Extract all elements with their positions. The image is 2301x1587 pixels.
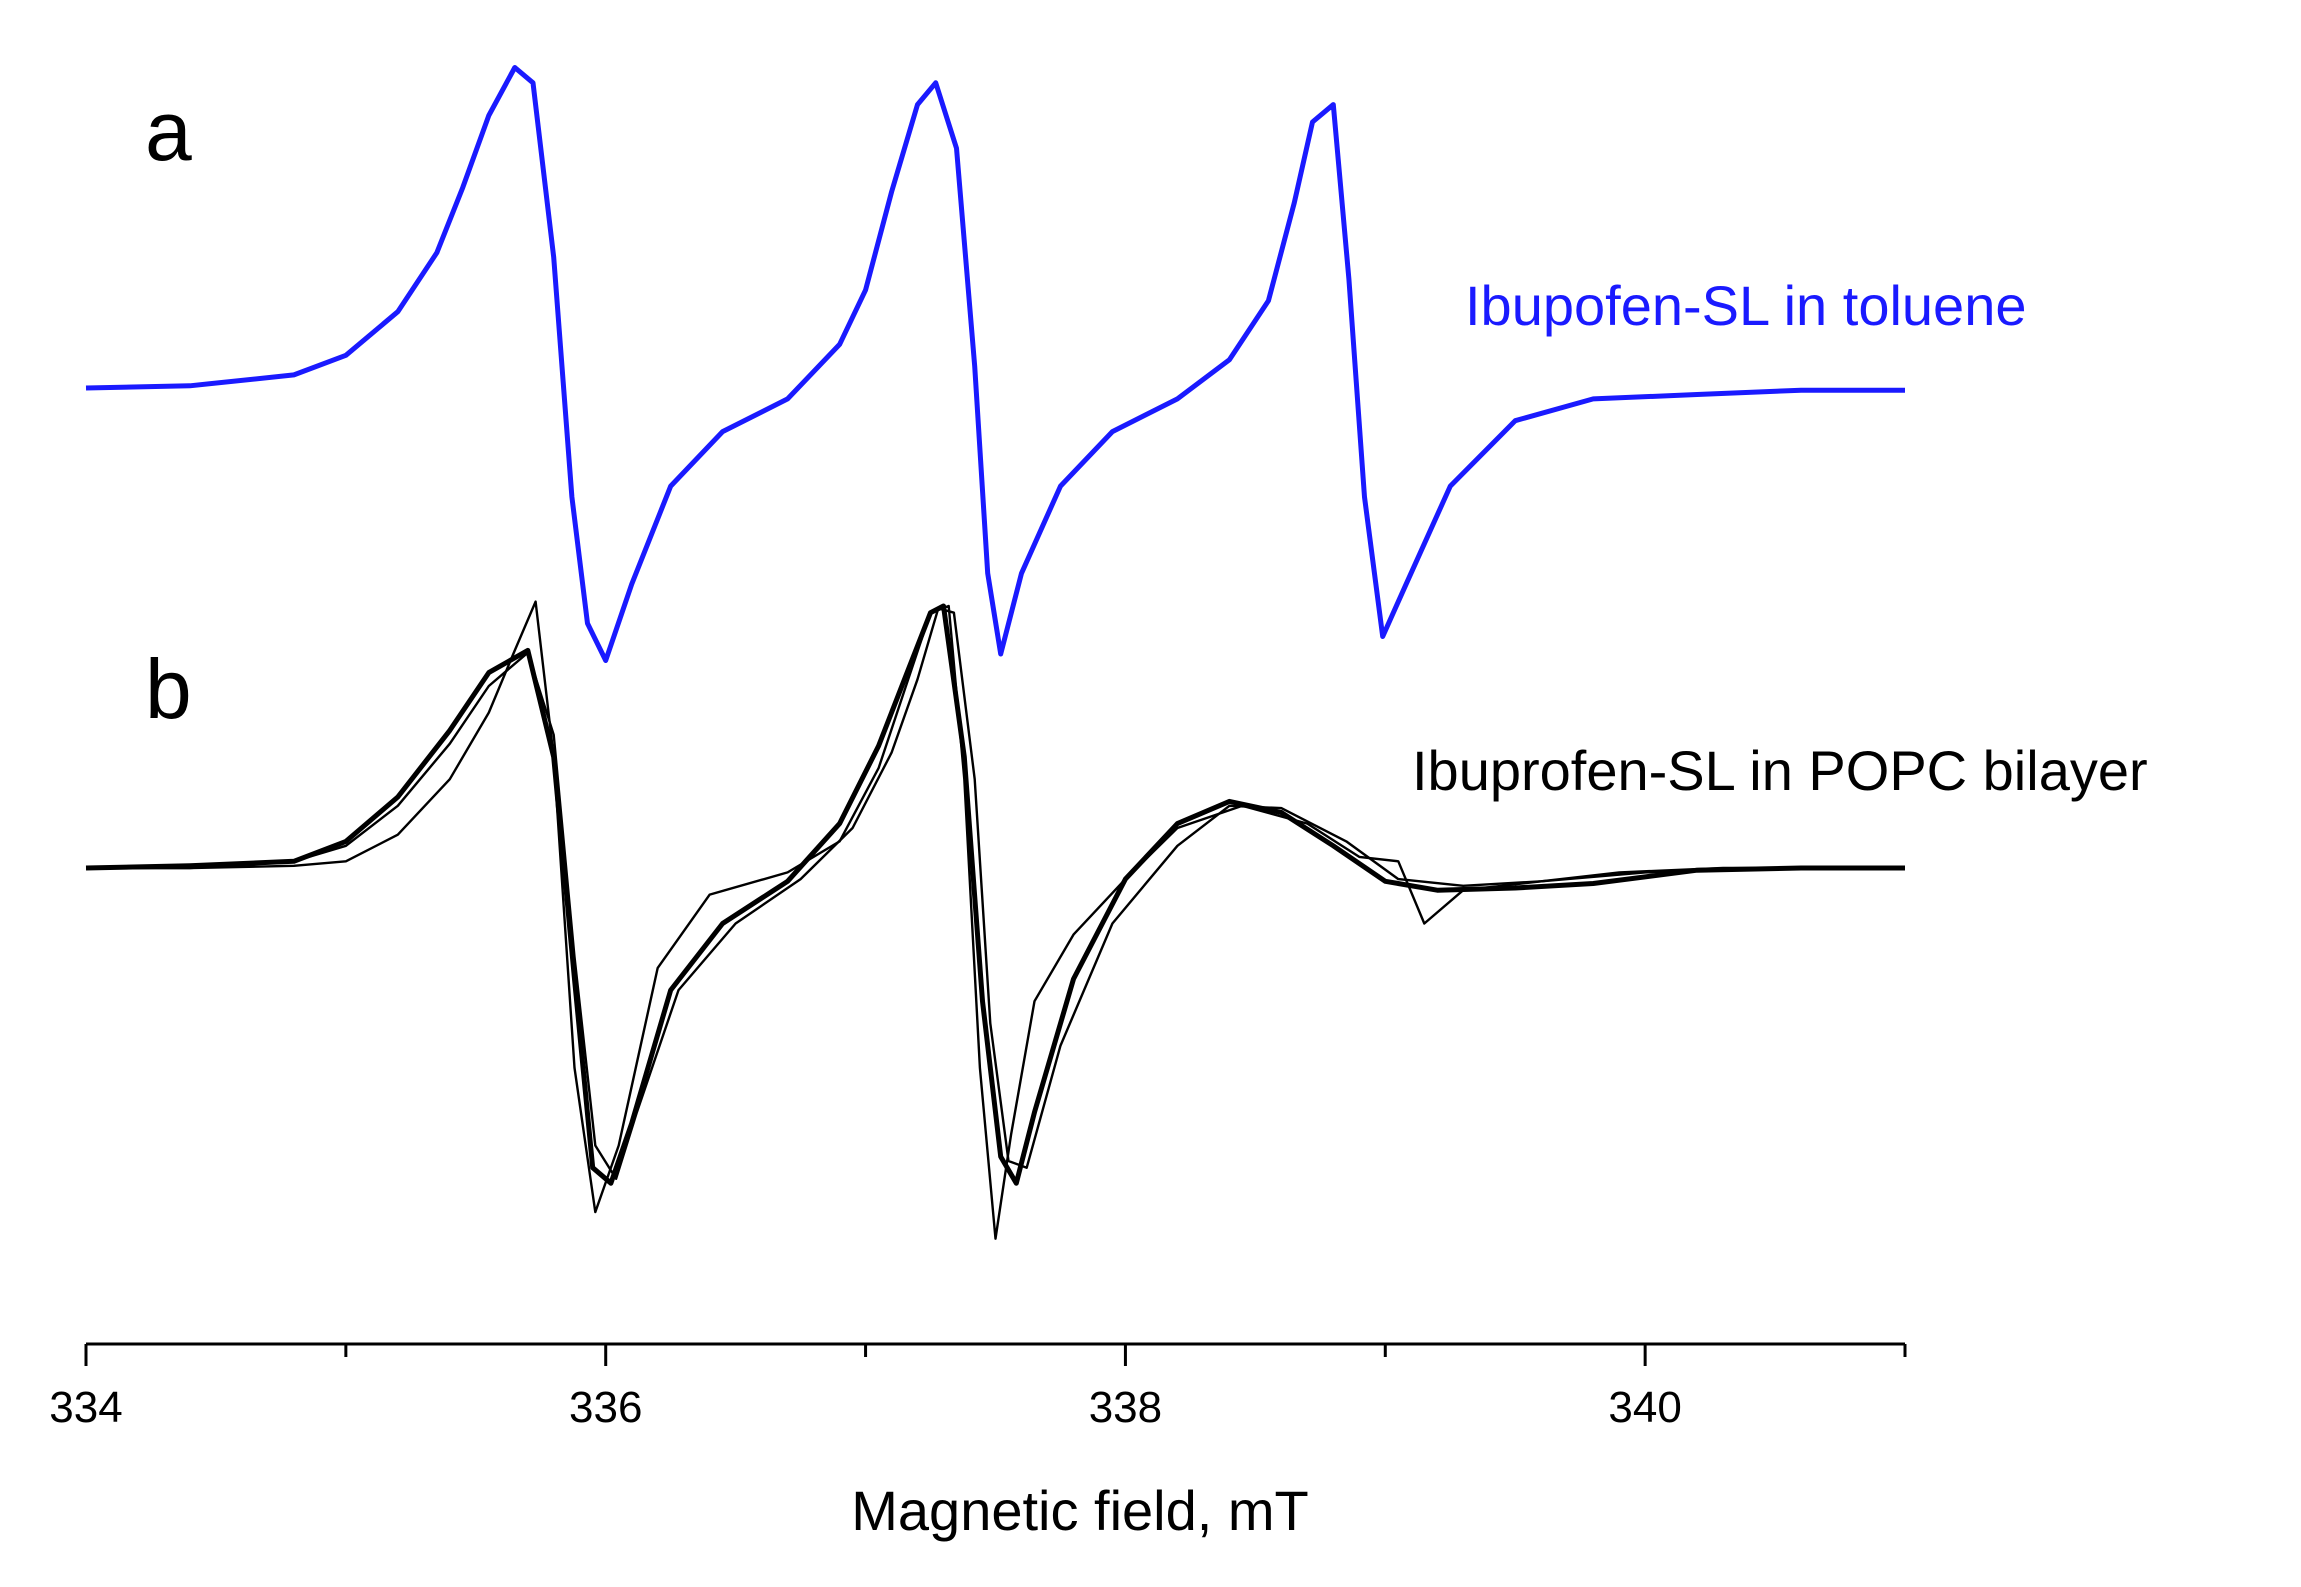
panel-a-series-label: Ibupofen-SL in toluene [1465, 274, 2026, 337]
panel-b-series-1-line [85, 603, 1905, 1186]
panel-b-series-label: Ibuprofen-SL in POPC bilayer [1412, 739, 2148, 802]
panel-b-series-2-line [86, 600, 1905, 1240]
x-axis-title: Magnetic field, mT [851, 1479, 1309, 1542]
panel-a-traces [85, 65, 1905, 663]
x-tick-label: 340 [1608, 1383, 1681, 1432]
x-tick-label: 336 [569, 1383, 642, 1432]
panel-b-series-3-line [86, 607, 1905, 1181]
panel-a-letter: a [145, 84, 192, 178]
x-tick-label: 334 [49, 1383, 122, 1432]
x-tick-label: 338 [1089, 1383, 1162, 1432]
panel-a-series-1-line [85, 65, 1905, 663]
panel-b-traces [85, 600, 1905, 1240]
x-axis-ticks: 334 336 338 340 [49, 1344, 1907, 1432]
panel-b-letter: b [145, 642, 192, 736]
